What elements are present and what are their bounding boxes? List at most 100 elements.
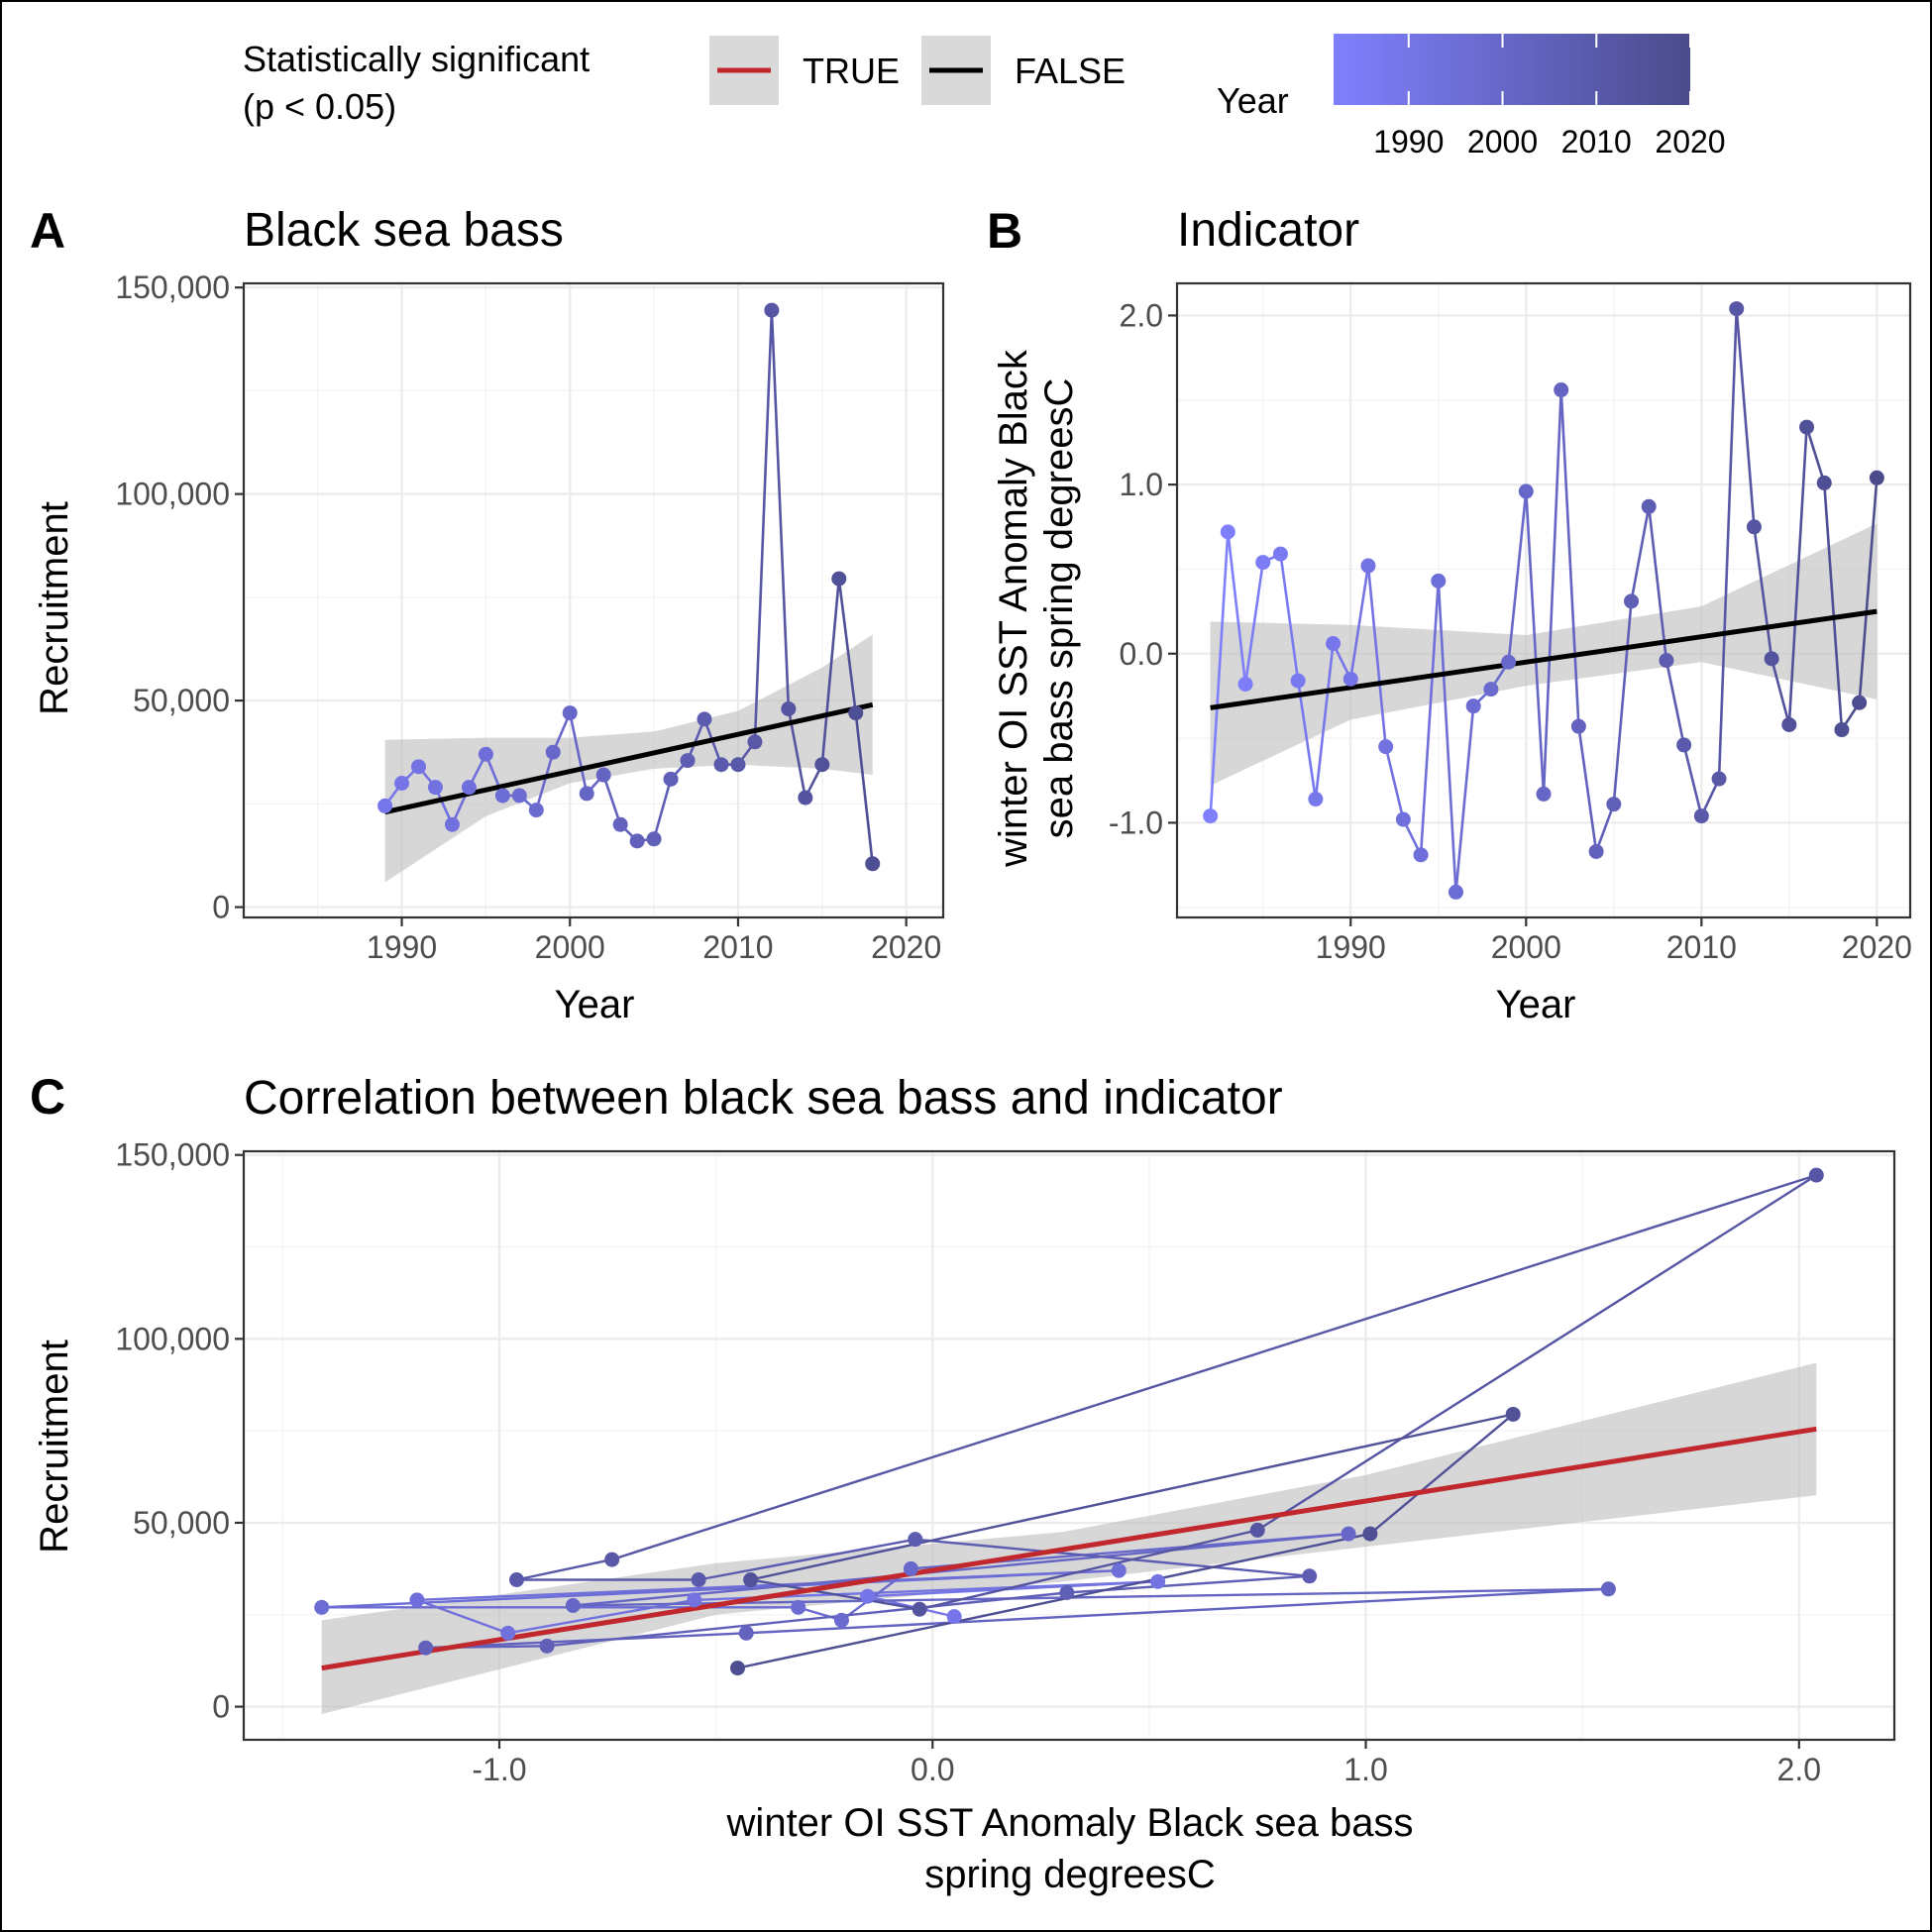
panel-b-plot-area: 1990 2000 2010 2020 -1.0 0.0 1.0 2.0: [1109, 281, 1912, 965]
panel-b-data-point: [1203, 808, 1219, 824]
colorbar-tick-label-2020: 2020: [1655, 124, 1725, 160]
panel-a-data-point: [865, 856, 881, 872]
panel-a-data-point: [680, 753, 696, 769]
panel-a-data-point: [814, 757, 830, 773]
panel-b-data-point: [1501, 654, 1517, 670]
panel-c-data-point: [1505, 1406, 1521, 1422]
panel-a-data-point: [747, 734, 763, 750]
panel-b-data-point: [1641, 498, 1657, 514]
panel-b-data-point: [1237, 676, 1253, 692]
panel-c-data-point: [691, 1572, 706, 1588]
colorbar-tick-label-2000: 2000: [1467, 124, 1538, 160]
panel-b-series-segment: [1296, 680, 1318, 800]
panel-c-path-segment: [573, 1587, 1609, 1607]
panel-a-data-point: [478, 746, 493, 762]
panel-b-data-point: [1570, 718, 1586, 734]
panel-a-x-tick-label: 2000: [535, 929, 605, 965]
panel-b-data-point: [1852, 695, 1868, 710]
panel-a-data-point: [377, 798, 393, 813]
panel-a-data-point: [781, 700, 797, 716]
panel-c-data-point: [1808, 1167, 1824, 1183]
panel-b-data-point: [1536, 786, 1552, 802]
panel-c-data-point: [1111, 1562, 1127, 1578]
panel-b-data-point: [1360, 558, 1376, 574]
panel-b-series-segment: [1384, 746, 1405, 820]
panel-c-data-point: [743, 1572, 759, 1588]
panel-b-series-segment: [1858, 478, 1878, 703]
panel-a-data-point: [595, 767, 611, 783]
panel-b-data-point: [1693, 808, 1709, 824]
panel-a-data-point: [444, 816, 460, 832]
panel-c-data-point: [314, 1599, 330, 1615]
panel-b-series-segment: [1454, 705, 1475, 893]
panel-b-data-point: [1554, 382, 1569, 398]
panel-a-data-point: [646, 831, 662, 847]
panel-b-series-segment: [1612, 600, 1633, 805]
panel-c-data-point: [738, 1625, 754, 1641]
colorbar-tick-label-1990: 1990: [1373, 124, 1444, 160]
panel-c-path-segment: [750, 1578, 920, 1611]
panel-b-y-tick-label: 0.0: [1120, 636, 1163, 672]
panel-b-data-point: [1816, 475, 1832, 490]
panel-b-data-point: [1483, 682, 1499, 698]
panel-c-path-segment: [573, 1532, 1349, 1607]
panel-b-data-point: [1413, 847, 1429, 863]
panel-b-trend-line: [1210, 608, 1878, 710]
panel-c-data-point: [1249, 1522, 1265, 1538]
panel-a-x-axis-label: Year: [555, 983, 635, 1026]
panel-c-data-point: [604, 1552, 620, 1567]
panel-b-data-point: [1220, 524, 1235, 540]
panel-b-data-point: [1518, 483, 1534, 499]
panel-b-data-point: [1448, 884, 1463, 900]
panel-b-x-axis-label: Year: [1496, 983, 1576, 1026]
panel-b-data-point: [1746, 519, 1762, 535]
panel-a-y-tick-label: 50,000: [133, 683, 230, 718]
panel-a-data-point: [831, 571, 847, 587]
panel-c-path-segment: [1369, 1413, 1514, 1536]
panel-a-data-point: [411, 759, 426, 775]
legend-year-colorbar-ticks: 1990 2000 2010 2020: [1373, 34, 1726, 160]
legend-sig-title-line2: (p < 0.05): [243, 86, 396, 127]
panel-c-title: Correlation between black sea bass and i…: [244, 1072, 1283, 1125]
panel-c-data-point: [508, 1572, 524, 1588]
panel-b-series-segment: [1647, 506, 1668, 661]
panel-b-y-tick-label: -1.0: [1109, 805, 1163, 840]
panel-b-data-point: [1395, 811, 1411, 827]
panel-c-trend-line: [321, 1426, 1817, 1671]
legend-label-true: TRUE: [803, 51, 900, 91]
panel-b-data-point: [1308, 792, 1324, 807]
panel-a-data-point: [394, 775, 410, 791]
panel-c-tag: C: [30, 1069, 65, 1125]
panel-a-series-segment: [535, 751, 555, 810]
panel-a-series-segment: [601, 774, 622, 825]
panel-a-data-point: [461, 780, 477, 796]
panel-b-y-axis-label-line2: sea bass spring degreesC: [1037, 378, 1081, 839]
panel-b-series-segment: [1577, 725, 1598, 852]
colorbar-tick-label-2010: 2010: [1561, 124, 1632, 160]
panel-c-data-point: [860, 1588, 876, 1604]
panel-a-data-point: [713, 757, 729, 773]
panel-b-series-segment: [1348, 565, 1370, 680]
panel-b-series-segment: [1542, 389, 1563, 795]
panel-b-series-segment: [1594, 804, 1616, 852]
panel-b-series-segment: [1753, 526, 1773, 660]
panel-a-x-tick-label: 2010: [702, 929, 773, 965]
panel-b-title: Indicator: [1177, 204, 1359, 257]
panel-b-series-segment: [1524, 490, 1546, 795]
panel-b-data-point: [1711, 771, 1727, 787]
panel-a-data-point: [494, 788, 510, 804]
panel-b-series-segment: [1243, 562, 1265, 685]
panel-a-series-segment: [770, 310, 791, 709]
panel-a-data-point: [562, 705, 578, 721]
panel-a-y-tick-label: 150,000: [115, 269, 230, 305]
panel-c-path-segment: [321, 1569, 1120, 1609]
panel-c-y-axis-label: Recruitment: [33, 1340, 76, 1554]
panel-a-data-point: [798, 790, 813, 805]
panel-a-series-segment: [568, 712, 589, 795]
panel-b-x-tick-label: 2020: [1842, 929, 1912, 965]
panel-b-confidence-ribbon: [1210, 523, 1878, 786]
panel-b-series-segment: [1787, 426, 1808, 725]
panel-b-data-point: [1342, 671, 1358, 687]
panel-c-x-tick-label: 0.0: [911, 1752, 954, 1787]
